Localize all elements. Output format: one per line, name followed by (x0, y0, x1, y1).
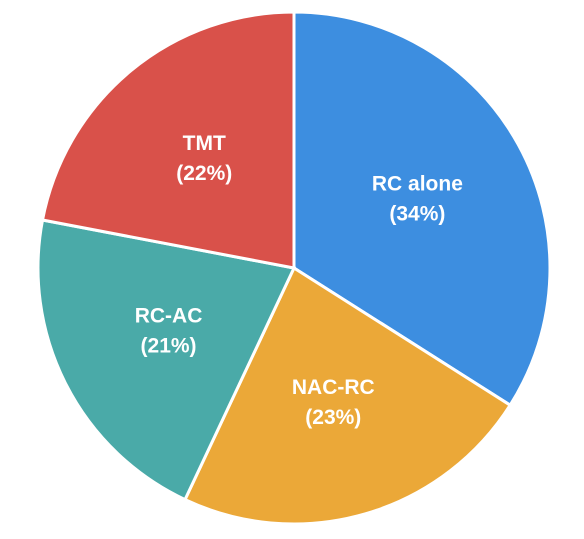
slice-value-label: (22%) (176, 162, 232, 185)
pie-slice (36, 218, 297, 502)
slice-label: TMT (183, 132, 226, 155)
slice-label: RC-AC (135, 304, 203, 327)
pie-slice (40, 10, 296, 270)
pie-slice (183, 265, 513, 526)
slice-value-label: (21%) (141, 334, 197, 357)
slice-label: NAC-RC (292, 376, 375, 399)
slice-value-label: (23%) (305, 406, 361, 429)
slice-label: RC alone (372, 173, 463, 196)
slice-value-label: (34%) (389, 203, 445, 226)
